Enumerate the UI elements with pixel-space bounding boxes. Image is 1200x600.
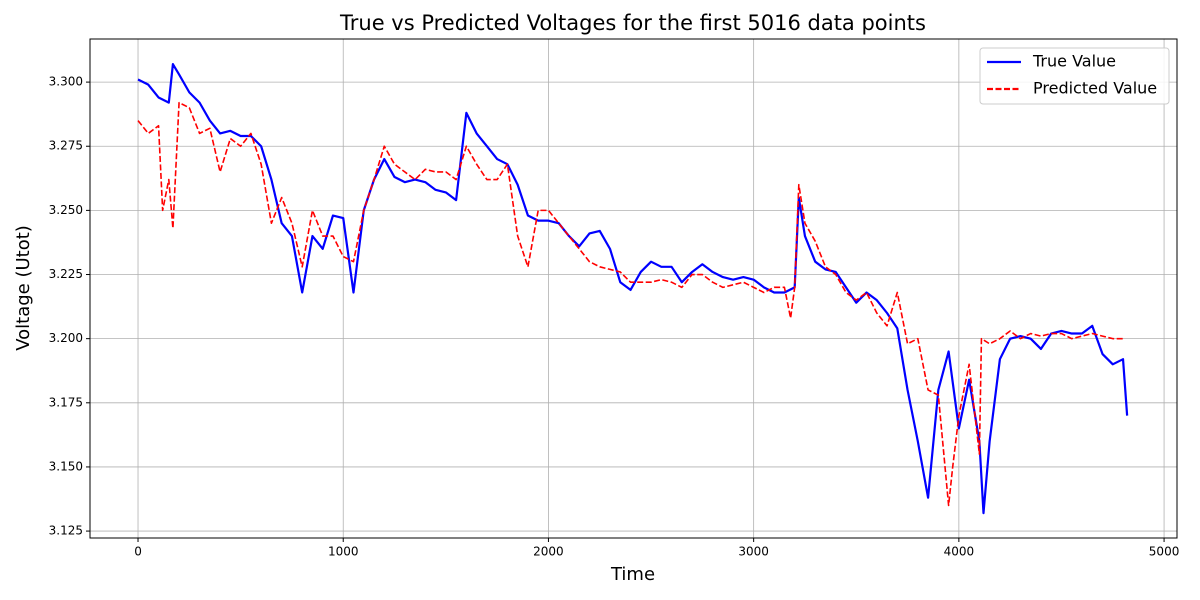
x-tick-label: 5000 xyxy=(1149,545,1180,559)
x-tick-label: 2000 xyxy=(533,545,564,559)
x-tick-label: 3000 xyxy=(738,545,769,559)
y-tick-label: 3.125 xyxy=(49,524,83,538)
legend-label: Predicted Value xyxy=(1033,79,1157,98)
series-line xyxy=(137,101,1124,507)
x-axis-label: Time xyxy=(610,564,655,585)
y-tick-label: 3.250 xyxy=(49,203,83,217)
y-tick-label: 3.200 xyxy=(49,331,83,345)
legend: True Value Predicted Value xyxy=(979,47,1170,105)
legend-box xyxy=(979,47,1170,105)
plot-lines xyxy=(137,63,1129,515)
x-tick-label: 4000 xyxy=(944,545,975,559)
y-tick-label: 3.300 xyxy=(49,75,83,89)
grid: 0 1000 2000 3000 4000 5000 3.125 3.150 3.175 3.20… xyxy=(49,39,1180,559)
x-tick-label: 1000 xyxy=(328,545,359,559)
y-tick-label: 3.225 xyxy=(49,267,83,281)
y-axis-label: Voltage (Utot) xyxy=(13,225,34,351)
plot-frame xyxy=(89,38,1178,539)
y-tick-label: 3.275 xyxy=(49,139,83,153)
legend-label: True Value xyxy=(1032,52,1116,71)
chart-title: True vs Predicted Voltages for the first… xyxy=(339,11,926,35)
y-tick-label: 3.175 xyxy=(49,395,83,409)
x-tick-label: 0 xyxy=(134,545,142,559)
y-tick-label: 3.150 xyxy=(49,459,83,473)
